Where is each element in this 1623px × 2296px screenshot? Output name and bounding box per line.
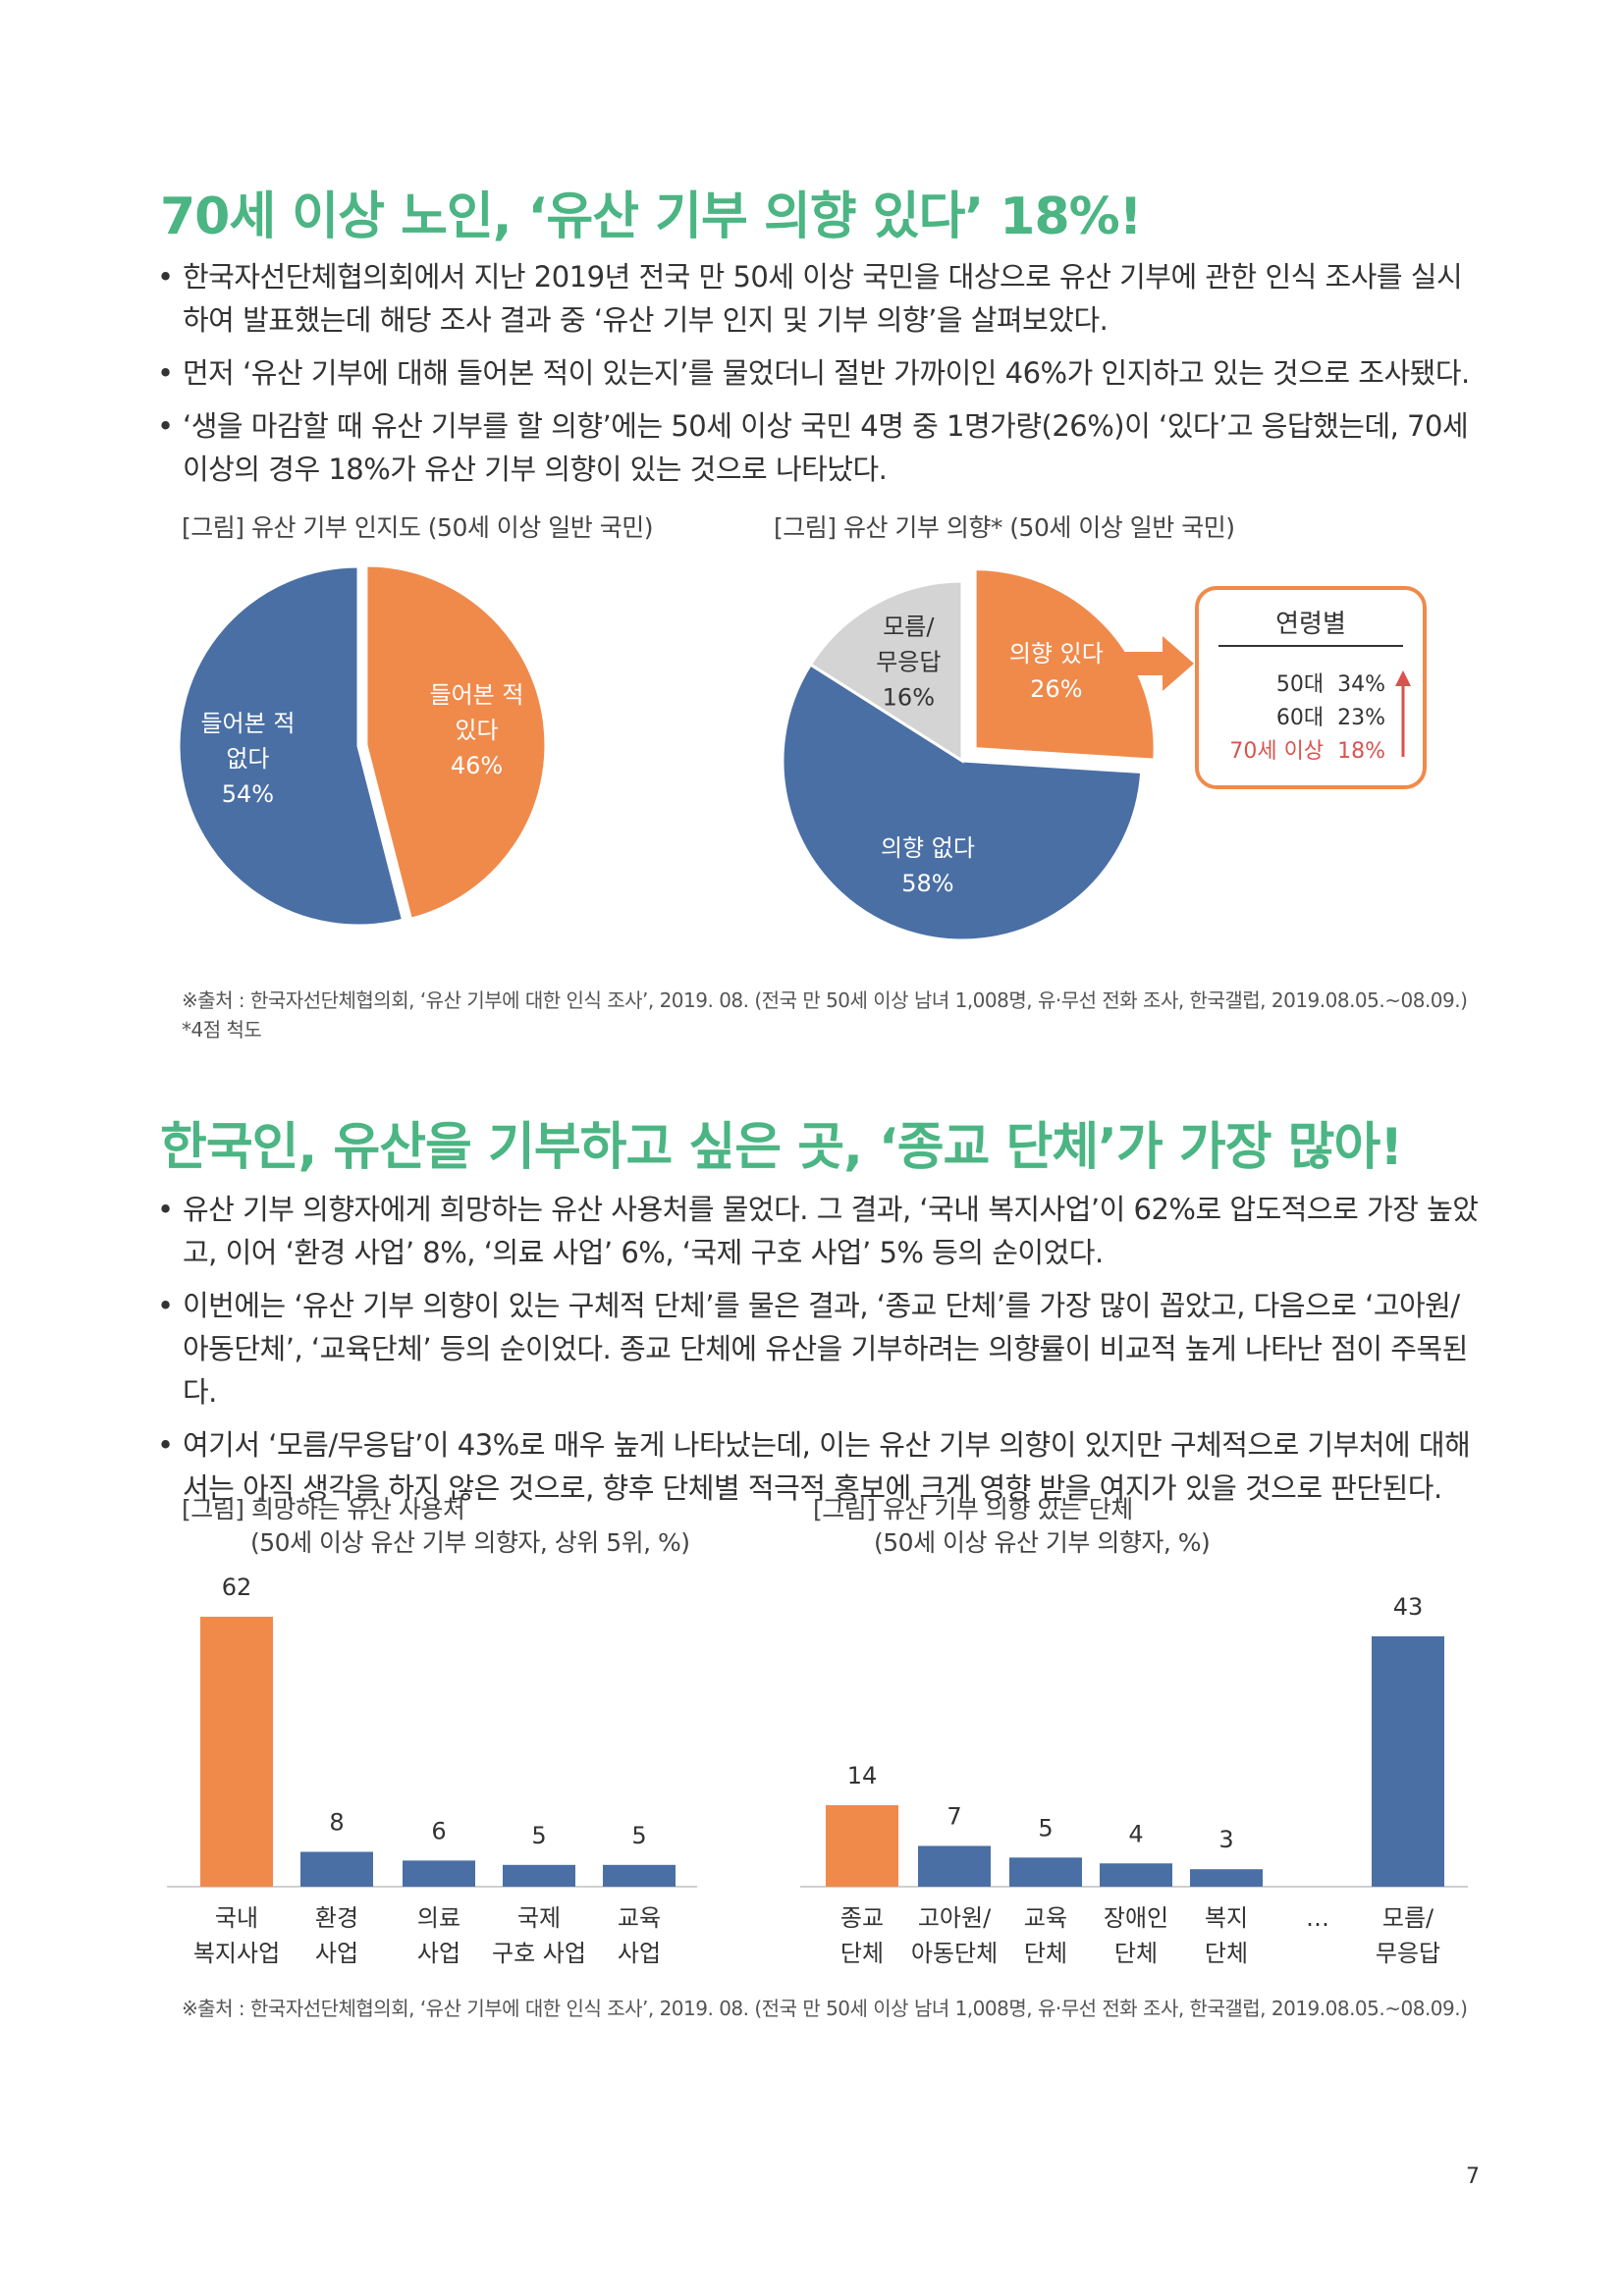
section1-bullets: 한국자선단체협의회에서 지난 2019년 전국 만 50세 이상 국민을 대상으… xyxy=(157,255,1483,501)
pie1-caption: [그림] 유산 기부 인지도 (50세 이상 일반 국민) xyxy=(182,513,653,542)
bar-value-label: 43 xyxy=(1393,1593,1424,1621)
bar-value-label: 3 xyxy=(1218,1826,1233,1853)
section2-bullets: 유산 기부 의향자에게 희망하는 유산 사용처를 물었다. 그 결과, ‘국내 … xyxy=(157,1188,1483,1520)
bullet-item: 한국자선단체협의회에서 지난 2019년 전국 만 50세 이상 국민을 대상으… xyxy=(157,255,1483,342)
pie-slice-label: 54% xyxy=(222,780,274,808)
bar-value-label: 5 xyxy=(631,1822,646,1849)
x-tick-label: 사업 xyxy=(618,1940,661,1967)
bar xyxy=(826,1804,898,1887)
age-box-divider xyxy=(1218,645,1403,647)
bar1-caption: [그림] 희망하는 유산 사용처 xyxy=(182,1495,465,1523)
x-tick-label: 모름/ xyxy=(1382,1904,1434,1932)
x-tick-label: 단체 xyxy=(840,1940,884,1967)
x-tick-label: 단체 xyxy=(1024,1940,1067,1967)
pie2-caption: [그림] 유산 기부 의향* (50세 이상 일반 국민) xyxy=(774,513,1235,542)
x-tick-label: 단체 xyxy=(1114,1940,1158,1967)
bar2-caption-sub: (50세 이상 유산 기부 의향자, %) xyxy=(874,1528,1211,1557)
bar-value-label: 8 xyxy=(329,1809,344,1837)
bar xyxy=(1372,1636,1444,1887)
up-arrow-icon xyxy=(1395,670,1411,757)
source-note: ※출처 : 한국자선단체협의회, ‘유산 기부에 대한 인식 조사’, 2019… xyxy=(182,1997,1468,2020)
pie-slice-label: 의향 있다 xyxy=(1009,640,1104,667)
age-box-title: 연령별 xyxy=(1275,610,1346,639)
bar xyxy=(1190,1869,1263,1887)
source-note: ※출처 : 한국자선단체협의회, ‘유산 기부에 대한 인식 조사’, 2019… xyxy=(182,988,1468,1012)
x-tick-label: 고아원/ xyxy=(918,1904,992,1932)
x-tick-label: 무응답 xyxy=(1376,1940,1440,1967)
bar-value-label: 5 xyxy=(531,1822,546,1849)
age-row: 60대 23% xyxy=(1275,706,1385,730)
x-tick-label: 의료 xyxy=(417,1904,460,1932)
bar xyxy=(503,1864,575,1887)
bar xyxy=(403,1860,475,1887)
ellipsis-label: … xyxy=(1306,1904,1329,1932)
x-tick-label: 사업 xyxy=(315,1940,358,1967)
pie-slice xyxy=(177,564,406,928)
pie-slice-label: 58% xyxy=(901,870,953,897)
pie-slice-label: 16% xyxy=(883,684,935,712)
pie-slice-label: 들어본 적 xyxy=(430,681,524,709)
x-tick-label: 사업 xyxy=(417,1940,460,1967)
x-tick-label: 국내 xyxy=(215,1904,258,1932)
bar-value-label: 5 xyxy=(1038,1814,1053,1842)
bar xyxy=(1100,1863,1172,1887)
bar xyxy=(1009,1857,1082,1887)
pie-slice-label: 26% xyxy=(1030,675,1082,703)
bar xyxy=(603,1864,676,1887)
bullet-item: 먼저 ‘유산 기부에 대해 들어본 적이 있는지’를 물었더니 절반 가까이인 … xyxy=(157,351,1483,395)
x-tick-label: 구호 사업 xyxy=(492,1940,586,1967)
x-tick-label: 아동단체 xyxy=(911,1940,998,1967)
pie-slice-label: 없다 xyxy=(226,745,269,773)
page-number: 7 xyxy=(1466,2164,1480,2189)
pie-chart-intention: 의향 있다 26% 의향 없다 58% 모름/무응답 16% xyxy=(781,567,1157,942)
pie-slice-label: 의향 없다 xyxy=(881,834,975,862)
bar-value-label: 4 xyxy=(1128,1820,1143,1847)
pie-slice xyxy=(973,567,1157,762)
bar-value-label: 14 xyxy=(847,1762,878,1789)
x-tick-label: 종교 xyxy=(840,1904,884,1932)
x-tick-label: 국제 xyxy=(517,1904,561,1932)
x-tick-label: 장애인 xyxy=(1104,1904,1168,1932)
bullet-item: 이번에는 ‘유산 기부 의향이 있는 구체적 단체’를 물은 결과, ‘종교 단… xyxy=(157,1284,1483,1414)
bullet-item: 여기서 ‘모름/무응답’이 43%로 매우 높게 나타났는데, 이는 유산 기부… xyxy=(157,1423,1483,1510)
age-breakdown-box: 연령별 50대 34% 60대 23% 70세 이상 18% xyxy=(1195,586,1427,789)
x-tick-label: 복지 xyxy=(1205,1904,1248,1932)
x-tick-label: 교육 xyxy=(618,1904,661,1932)
bar-value-label: 7 xyxy=(947,1802,961,1830)
pie-slice xyxy=(808,579,964,764)
bar1-caption-sub: (50세 이상 유산 기부 의향자, 상위 5위, %) xyxy=(250,1528,690,1557)
pie-slice-label: 모름/ xyxy=(883,614,935,641)
bar-value-label: 62 xyxy=(222,1574,252,1601)
pie-slice-label: 들어본 적 xyxy=(200,710,295,737)
bar xyxy=(918,1845,991,1887)
bullet-item: 유산 기부 의향자에게 희망하는 유산 사용처를 물었다. 그 결과, ‘국내 … xyxy=(157,1188,1483,1274)
bar xyxy=(200,1617,273,1887)
pie-slice xyxy=(364,563,548,922)
bar2-caption: [그림] 유산 기부 의향 있는 단체 xyxy=(813,1495,1133,1523)
x-tick-label: 환경 xyxy=(315,1904,358,1932)
bar-value-label: 6 xyxy=(431,1817,446,1844)
age-row-highlight: 70세 이상 18% xyxy=(1229,739,1385,764)
age-row: 50대 34% xyxy=(1275,672,1385,697)
bar xyxy=(300,1851,373,1887)
pie-slice xyxy=(781,662,1144,942)
x-tick-label: 복지사업 xyxy=(193,1940,280,1967)
x-tick-label: 단체 xyxy=(1205,1940,1248,1967)
footnote: *4점 척도 xyxy=(182,1018,262,1041)
section2-heading: 한국인, 유산을 기부하고 싶은 곳, ‘종교 단체’가 가장 많아! xyxy=(160,1118,1403,1177)
x-tick-label: 교육 xyxy=(1024,1904,1067,1932)
pie-slice-label: 무응답 xyxy=(876,649,941,676)
pie-slice-label: 있다 xyxy=(455,717,498,744)
section1-heading: 70세 이상 노인, ‘유산 기부 의향 있다’ 18%! xyxy=(160,187,1142,246)
right-arrow-icon xyxy=(1119,636,1194,691)
bullet-item: ‘생을 마감할 때 유산 기부를 할 의향’에는 50세 이상 국민 4명 중 … xyxy=(157,404,1483,491)
pie-slice-label: 46% xyxy=(451,752,503,779)
